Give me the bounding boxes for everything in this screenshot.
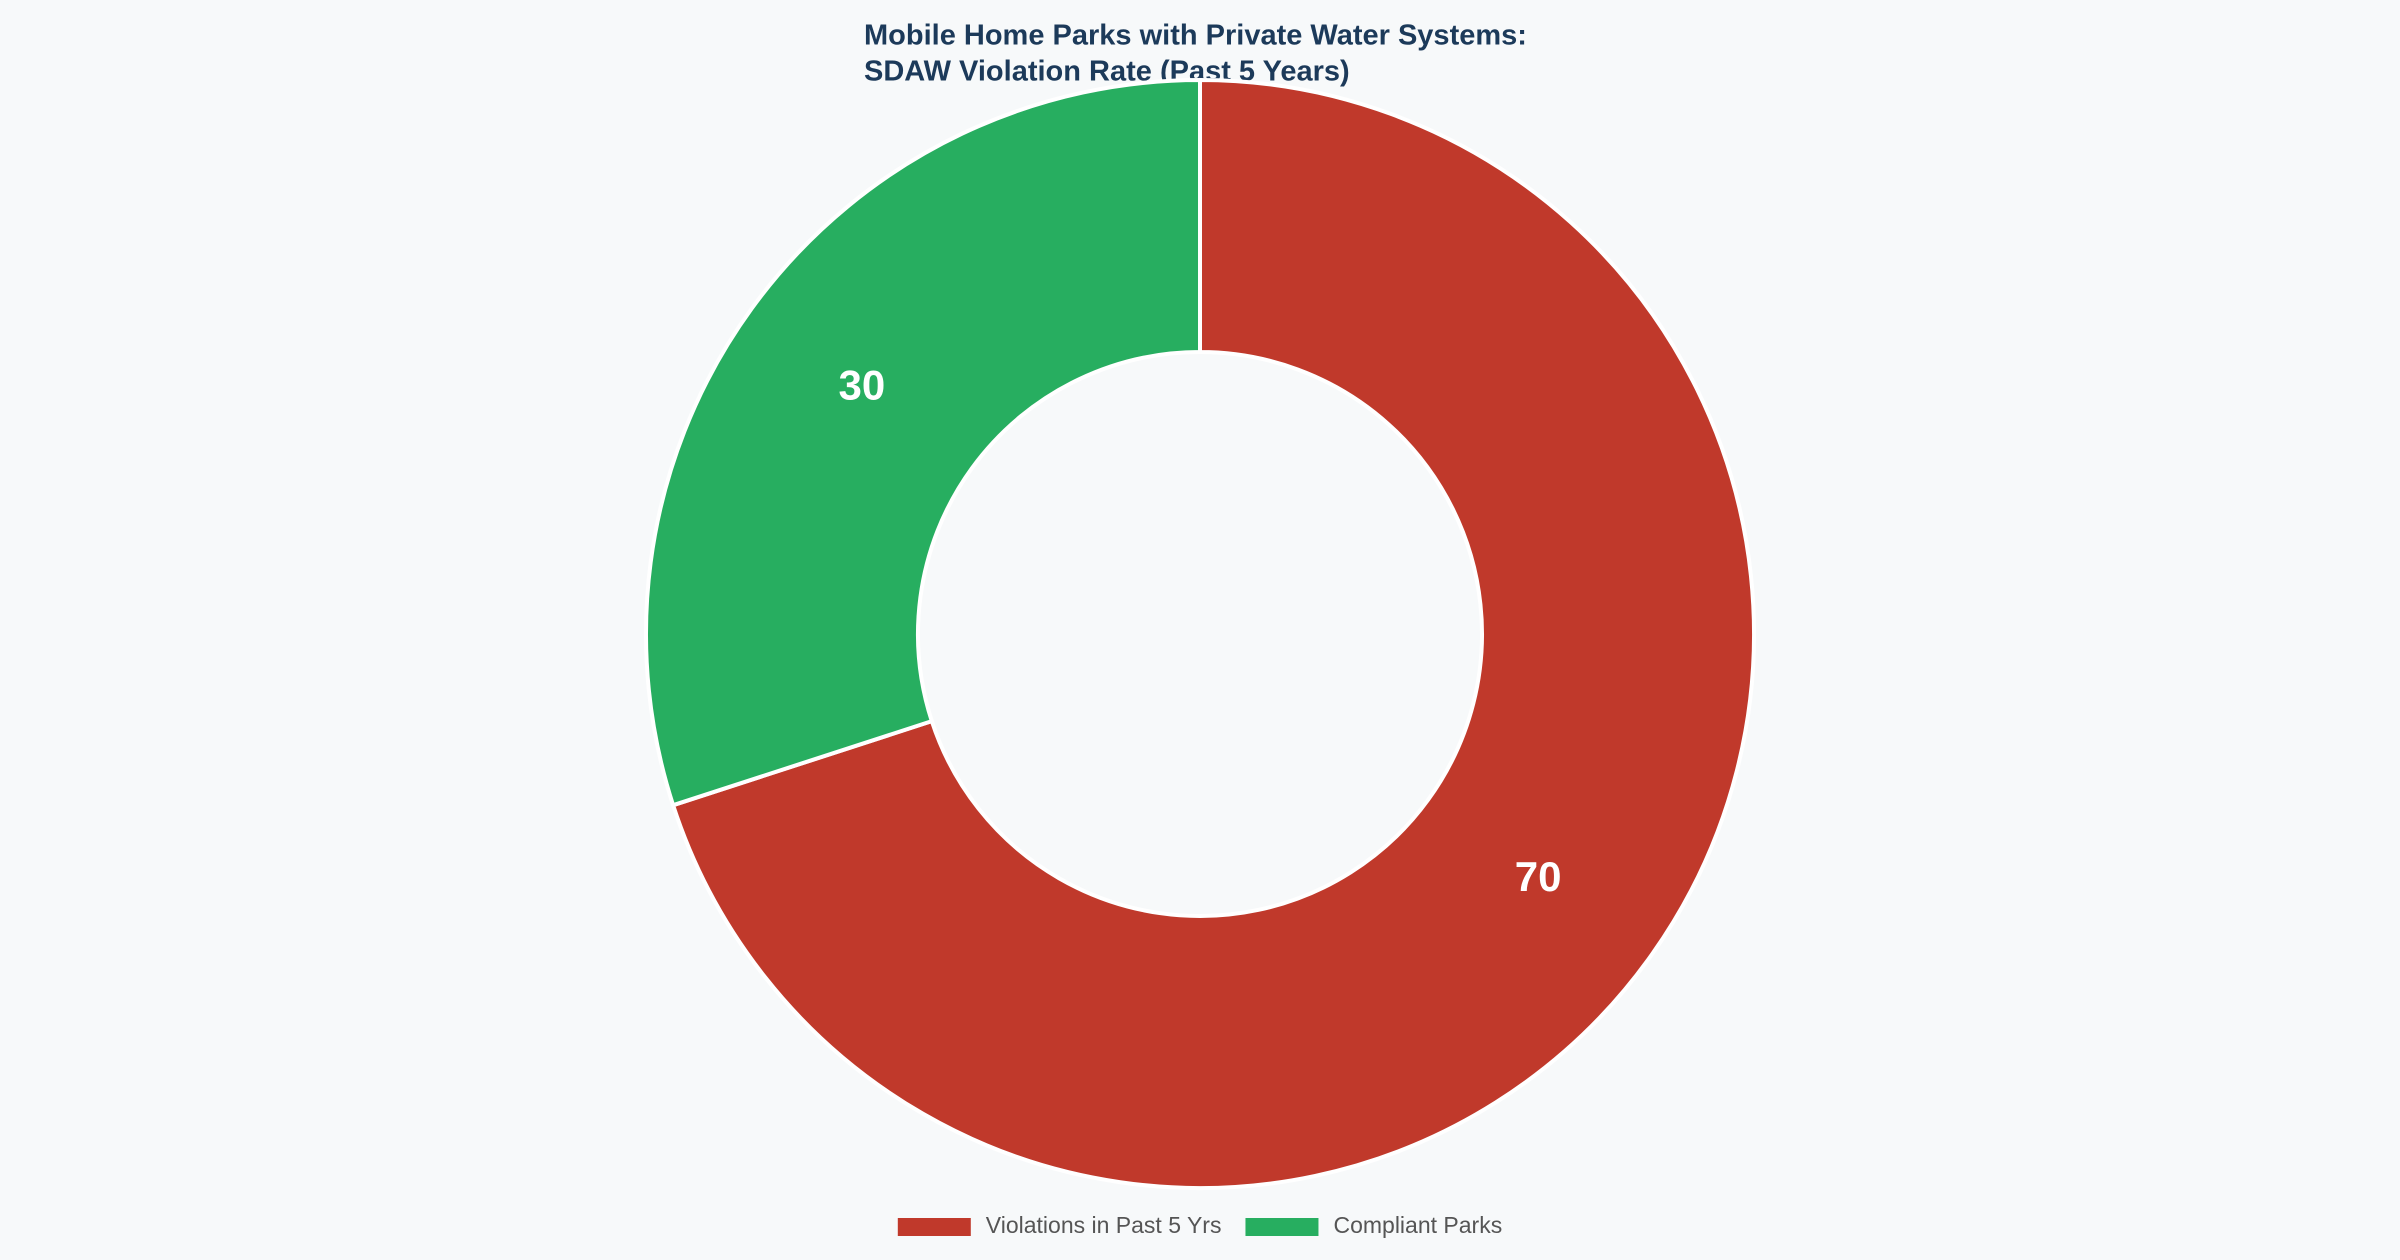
data-label: 30 — [838, 361, 885, 408]
legend-swatch — [1245, 1218, 1319, 1236]
chart-title: SDAW Violation Rate (Past 5 Years) — [864, 56, 1350, 88]
donut-slice — [670, 77, 1756, 1190]
donut-slice — [644, 77, 1202, 808]
legend-label: Violations in Past 5 Yrs — [986, 1212, 1222, 1238]
legend-label: Compliant Parks — [1333, 1212, 1502, 1238]
legend: Violations in Past 5 Yrs Compliant Parks — [897, 1212, 1502, 1238]
legend-swatch — [897, 1218, 971, 1236]
data-label: 70 — [1515, 853, 1562, 900]
chart-title: Mobile Home Parks with Private Water Sys… — [864, 20, 1527, 52]
